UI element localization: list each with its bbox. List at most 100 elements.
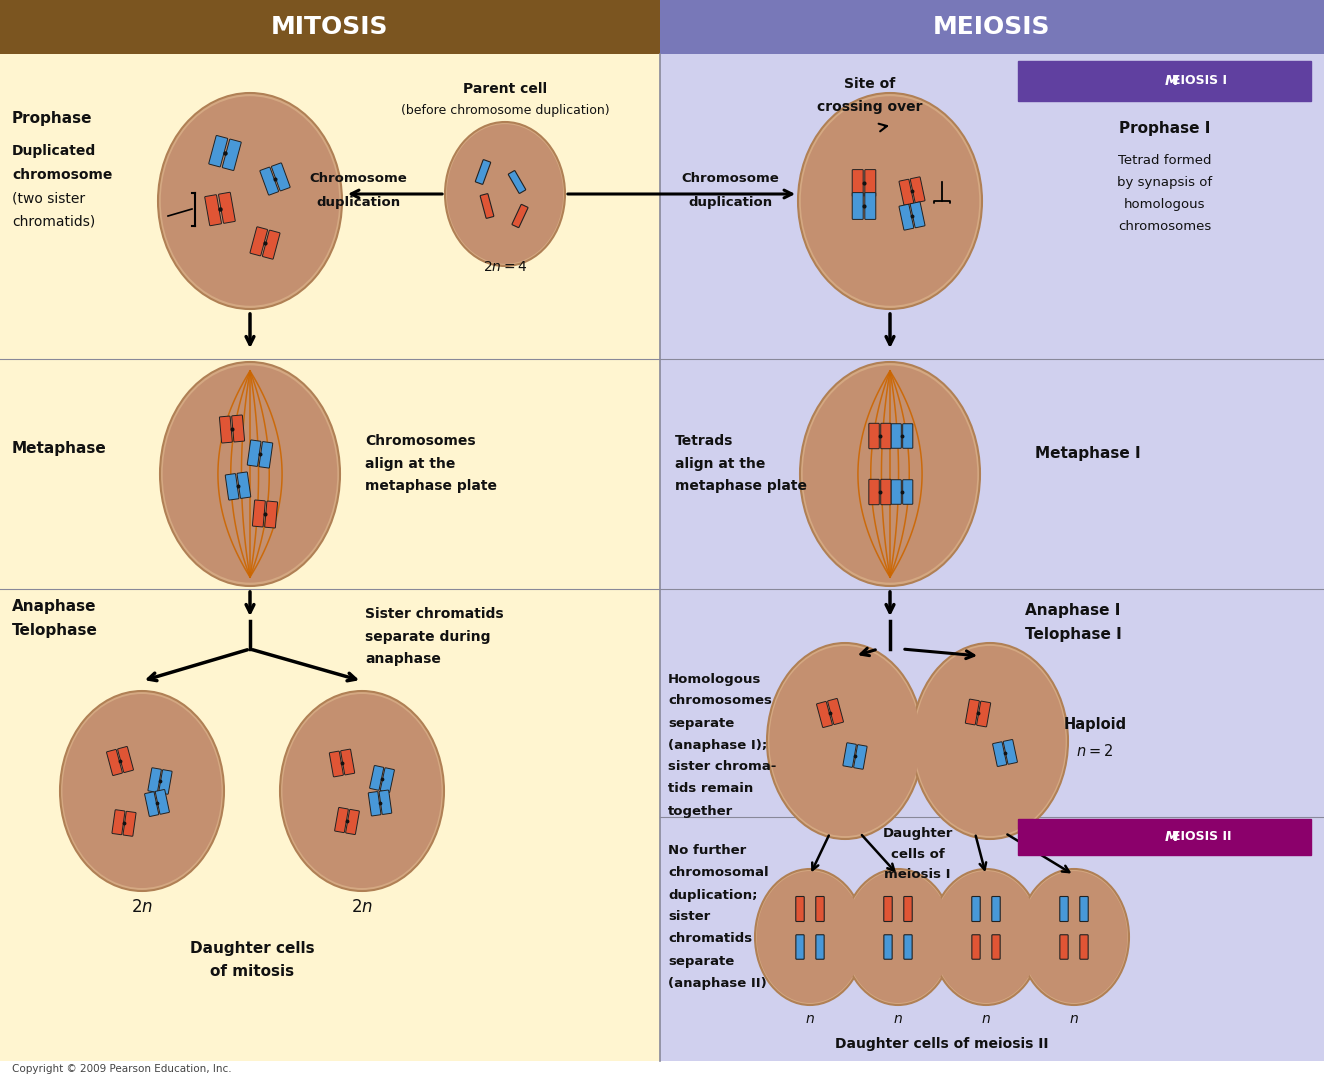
FancyBboxPatch shape (891, 424, 902, 448)
FancyBboxPatch shape (368, 792, 381, 816)
FancyBboxPatch shape (884, 934, 892, 959)
FancyBboxPatch shape (0, 0, 659, 54)
Text: (anaphase I);: (anaphase I); (669, 738, 767, 751)
Text: $n$: $n$ (1068, 1012, 1079, 1026)
FancyBboxPatch shape (475, 160, 491, 185)
Text: Chromosome: Chromosome (681, 173, 779, 186)
Text: chromosomes: chromosomes (1117, 220, 1211, 233)
Text: by synapsis of: by synapsis of (1117, 177, 1211, 190)
Text: chromosomes: chromosomes (669, 695, 772, 708)
FancyBboxPatch shape (854, 745, 867, 769)
FancyBboxPatch shape (904, 897, 912, 921)
FancyBboxPatch shape (869, 423, 879, 449)
Ellipse shape (912, 643, 1068, 839)
Text: $n = 2$: $n = 2$ (1076, 743, 1113, 759)
Text: align at the: align at the (675, 457, 765, 472)
Ellipse shape (932, 871, 1039, 1003)
Text: Parent cell: Parent cell (463, 82, 547, 96)
FancyBboxPatch shape (232, 415, 245, 442)
Ellipse shape (767, 643, 923, 839)
FancyBboxPatch shape (508, 170, 526, 193)
FancyBboxPatch shape (335, 807, 348, 833)
FancyBboxPatch shape (209, 136, 228, 167)
Text: EIOSIS I: EIOSIS I (1172, 74, 1227, 87)
FancyBboxPatch shape (205, 194, 221, 226)
Ellipse shape (158, 93, 342, 309)
Text: homologous: homologous (1124, 199, 1205, 211)
Text: Daughter: Daughter (882, 828, 953, 841)
FancyBboxPatch shape (225, 474, 238, 500)
Text: Metaphase: Metaphase (12, 441, 107, 456)
FancyBboxPatch shape (869, 479, 879, 505)
Text: Chromosomes: Chromosomes (365, 434, 475, 448)
FancyBboxPatch shape (1059, 897, 1068, 921)
FancyBboxPatch shape (123, 811, 136, 836)
Text: Metaphase I: Metaphase I (1035, 447, 1140, 462)
Text: meiosis I: meiosis I (884, 868, 951, 880)
FancyBboxPatch shape (816, 897, 825, 921)
FancyBboxPatch shape (1004, 739, 1017, 764)
Text: MEIOSIS: MEIOSIS (933, 15, 1051, 39)
Text: Duplicated: Duplicated (12, 144, 97, 158)
Text: Tetrad formed: Tetrad formed (1117, 154, 1211, 167)
Ellipse shape (802, 366, 977, 583)
Text: Prophase I: Prophase I (1119, 122, 1210, 137)
FancyBboxPatch shape (379, 790, 392, 815)
Text: M: M (1165, 74, 1178, 88)
FancyBboxPatch shape (853, 169, 863, 196)
FancyBboxPatch shape (993, 741, 1006, 766)
FancyBboxPatch shape (271, 163, 290, 191)
Ellipse shape (845, 871, 952, 1003)
FancyBboxPatch shape (904, 934, 912, 959)
FancyBboxPatch shape (910, 177, 925, 203)
Text: M: M (1165, 830, 1178, 844)
FancyBboxPatch shape (880, 479, 891, 505)
FancyBboxPatch shape (481, 193, 494, 218)
Text: chromosome: chromosome (12, 168, 113, 182)
Text: Daughter cells of meiosis II: Daughter cells of meiosis II (835, 1037, 1049, 1051)
Ellipse shape (445, 122, 565, 267)
FancyBboxPatch shape (260, 167, 278, 195)
Ellipse shape (1021, 871, 1127, 1003)
FancyBboxPatch shape (891, 480, 902, 504)
Ellipse shape (1019, 869, 1129, 1005)
Ellipse shape (160, 96, 339, 305)
Text: No further: No further (669, 845, 747, 858)
Ellipse shape (843, 869, 953, 1005)
FancyBboxPatch shape (220, 416, 232, 443)
FancyBboxPatch shape (972, 897, 980, 921)
FancyBboxPatch shape (248, 440, 261, 466)
Text: $2n = 4$: $2n = 4$ (483, 260, 527, 274)
Ellipse shape (446, 124, 563, 264)
FancyBboxPatch shape (880, 423, 891, 449)
Text: chromatids): chromatids) (12, 215, 95, 229)
FancyBboxPatch shape (222, 139, 241, 170)
Text: (anaphase II): (anaphase II) (669, 976, 767, 989)
Text: duplication: duplication (688, 196, 772, 209)
Text: Haploid: Haploid (1063, 716, 1127, 732)
Text: separate during: separate during (365, 630, 490, 644)
FancyBboxPatch shape (965, 699, 980, 725)
FancyBboxPatch shape (816, 934, 824, 959)
FancyBboxPatch shape (330, 751, 343, 777)
FancyBboxPatch shape (253, 500, 265, 527)
FancyBboxPatch shape (853, 192, 863, 219)
Text: separate: separate (669, 716, 735, 729)
Text: EIOSIS II: EIOSIS II (1172, 831, 1231, 844)
FancyBboxPatch shape (346, 809, 359, 834)
Text: Copyright © 2009 Pearson Education, Inc.: Copyright © 2009 Pearson Education, Inc. (12, 1064, 232, 1074)
FancyBboxPatch shape (218, 192, 236, 223)
FancyBboxPatch shape (237, 472, 250, 498)
Ellipse shape (62, 694, 221, 888)
FancyBboxPatch shape (992, 897, 1000, 921)
FancyBboxPatch shape (1080, 897, 1088, 921)
Ellipse shape (800, 361, 980, 586)
FancyBboxPatch shape (977, 701, 990, 727)
FancyBboxPatch shape (380, 768, 395, 792)
FancyBboxPatch shape (899, 179, 914, 205)
FancyBboxPatch shape (262, 230, 279, 259)
FancyBboxPatch shape (659, 0, 1324, 54)
FancyBboxPatch shape (1080, 934, 1088, 959)
Text: crossing over: crossing over (817, 100, 923, 114)
Text: anaphase: anaphase (365, 652, 441, 666)
